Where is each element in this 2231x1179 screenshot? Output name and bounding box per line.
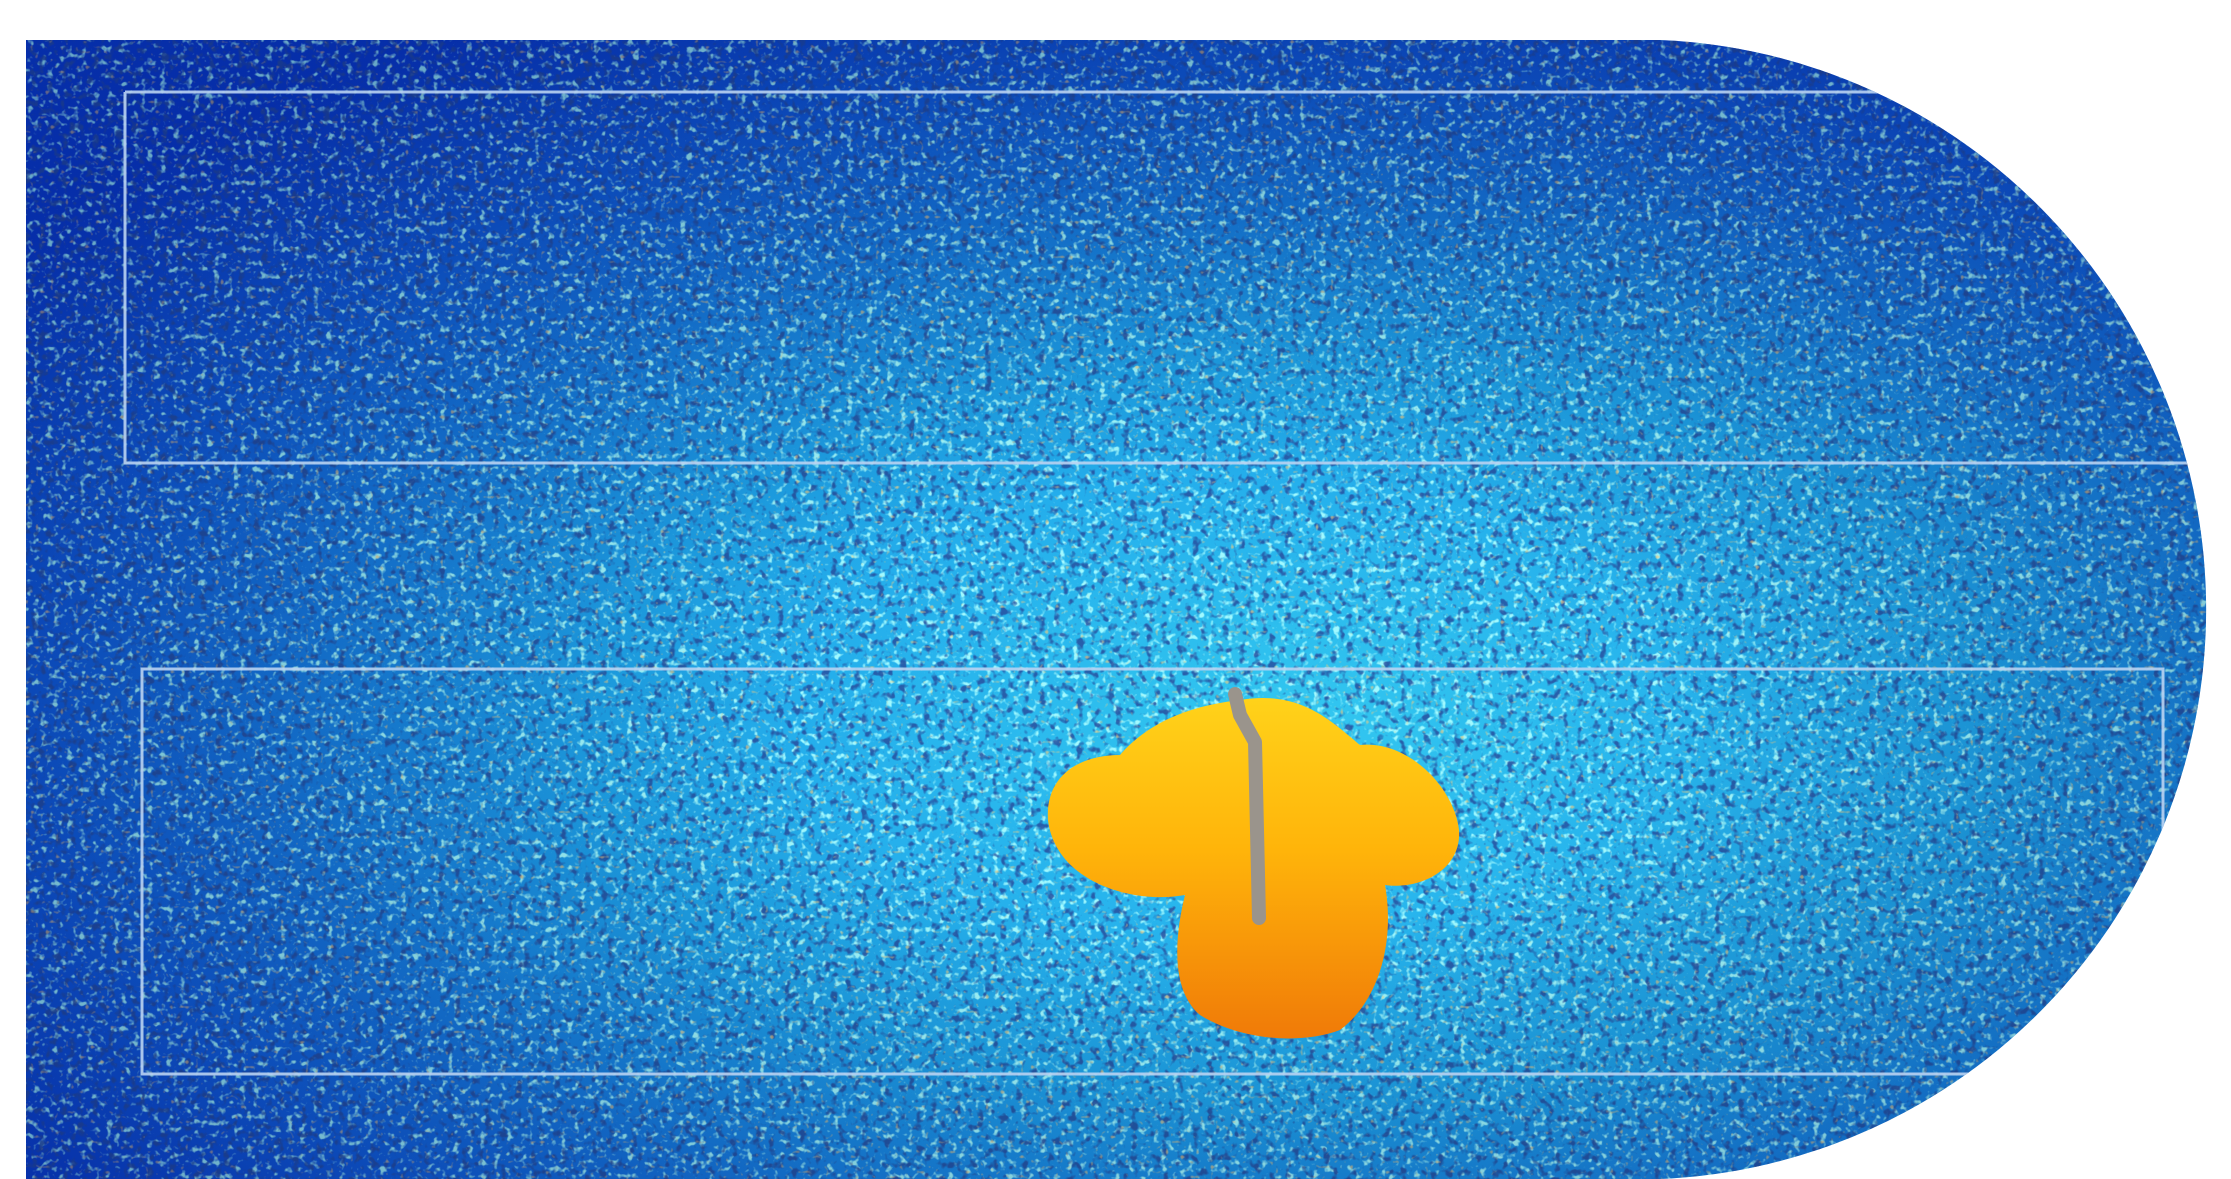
probe-line [1228, 687, 1266, 925]
